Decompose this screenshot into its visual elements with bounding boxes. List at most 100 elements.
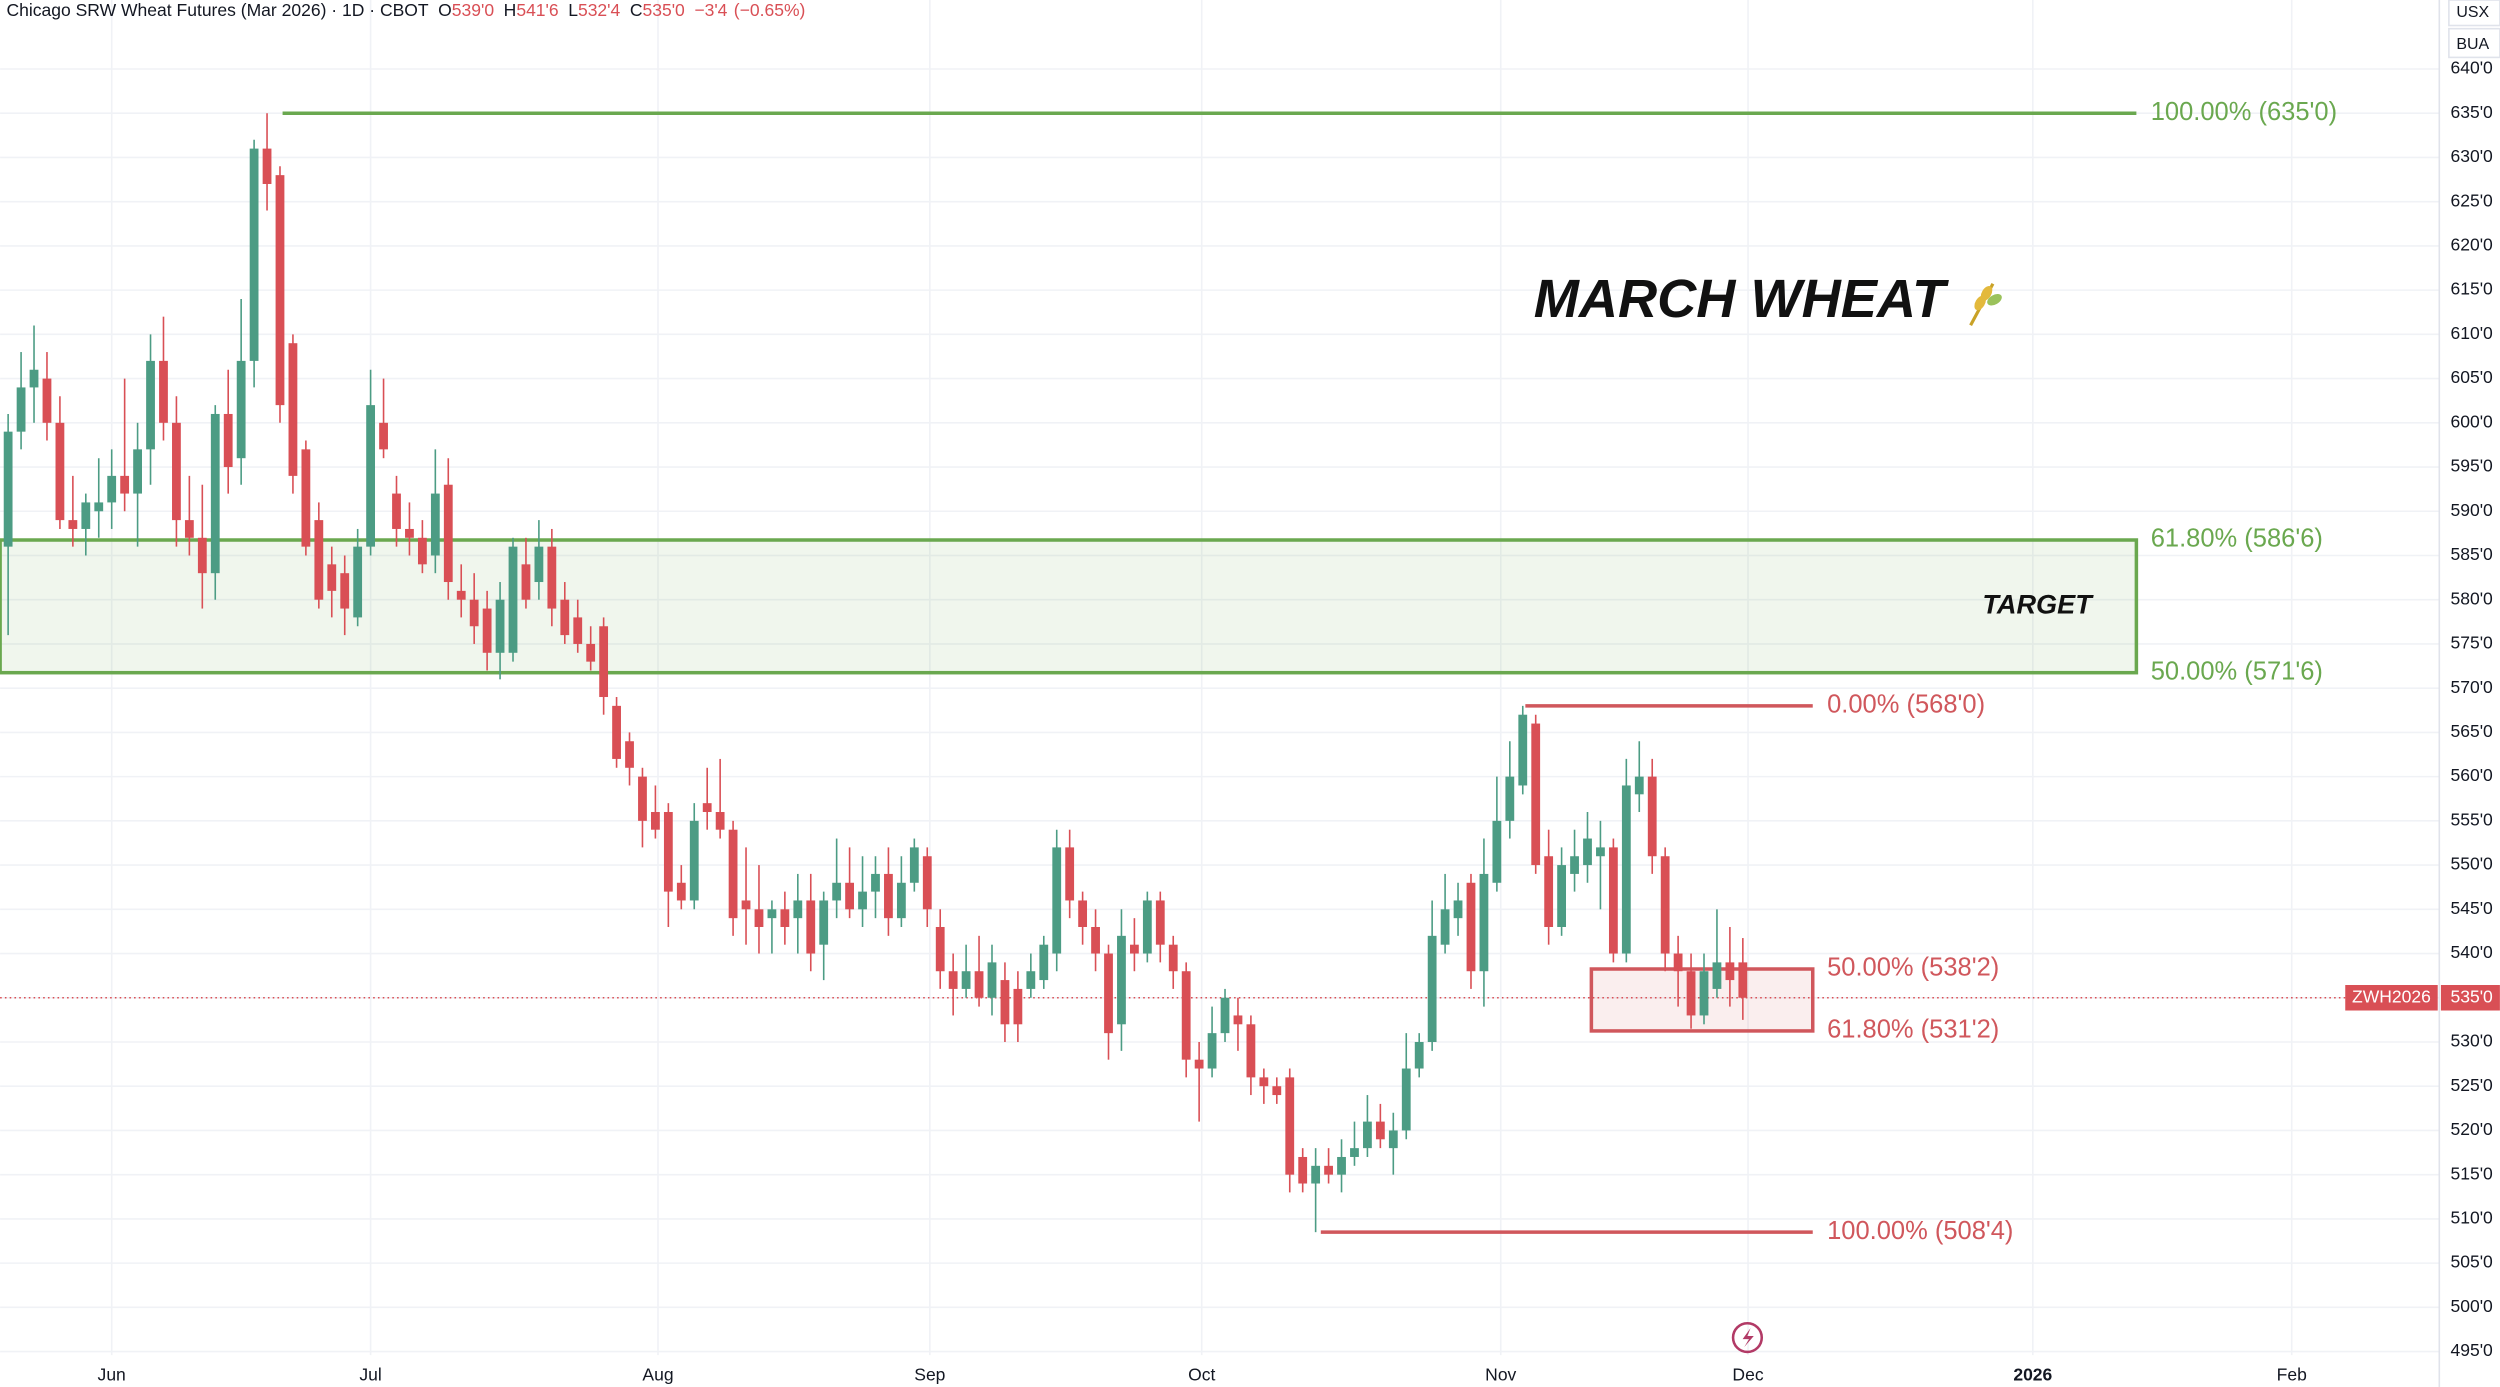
y-tick-label: 590'0 (2450, 500, 2493, 520)
candle-body (16, 387, 26, 432)
candle-body (1337, 1156, 1346, 1175)
candle-body (301, 449, 311, 547)
legend-key: O (438, 0, 452, 20)
candle-body (663, 812, 673, 892)
candle-body (702, 803, 712, 813)
legend-value: 541'6 (516, 0, 558, 20)
fib-label: 100.00% (635'0) (2151, 98, 2337, 126)
candle-body (935, 926, 945, 972)
candle-body (210, 413, 220, 574)
candle-body (1000, 980, 1010, 1025)
y-tick-label: 545'0 (2450, 898, 2493, 918)
candle-body (780, 909, 790, 927)
candle-body (1725, 962, 1735, 981)
candle-body (715, 812, 725, 830)
candle-body (819, 900, 829, 945)
candle-body (1207, 1033, 1217, 1069)
candle-body (1596, 847, 1605, 857)
candle-body (612, 705, 621, 759)
x-tick-label: Sep (914, 1364, 945, 1384)
candle-body (845, 882, 854, 910)
y-tick-label: 495'0 (2450, 1340, 2493, 1360)
x-tick-label: Oct (1188, 1364, 1215, 1384)
candle-body (1311, 1165, 1321, 1184)
candle-body (42, 378, 52, 423)
candle-body (1039, 944, 1049, 981)
candle-body (107, 475, 117, 503)
price-axis: 495'0 500'0 505'0 510'0 515'0 520'0 525'0 530'0… (2450, 58, 2493, 1361)
candle-body (1117, 935, 1126, 1025)
candle-body (1350, 1148, 1359, 1157)
candle-body (599, 626, 609, 698)
candle-body (1479, 873, 1489, 972)
candle-body (961, 971, 971, 989)
legend-key: L (568, 0, 578, 20)
candle-body (1634, 776, 1644, 795)
candle-body (1129, 944, 1139, 954)
candle-body (909, 847, 919, 883)
y-tick-label: 615'0 (2450, 279, 2493, 299)
candle-body (1220, 997, 1230, 1034)
candle-body (482, 608, 492, 653)
candle-body (495, 599, 505, 653)
candle-body (327, 564, 337, 591)
y-tick-label: 550'0 (2450, 854, 2493, 874)
zone-bottom-label: 61.80% (531'2) (1827, 1016, 1999, 1044)
fib-label: 0.00% (568'0) (1827, 691, 1985, 719)
candle-body (146, 360, 155, 450)
y-tick-label: 595'0 (2450, 456, 2493, 476)
candle-body (1272, 1086, 1282, 1096)
candle-body (922, 856, 932, 910)
candle-body (1544, 856, 1554, 927)
candle-body (1492, 820, 1502, 883)
candle-body (236, 360, 246, 459)
y-tick-label: 520'0 (2450, 1119, 2493, 1139)
candle-body (728, 829, 738, 919)
candle-body (754, 909, 764, 927)
candle-body (1660, 856, 1670, 954)
y-tick-label: 570'0 (2450, 677, 2493, 697)
candle-body (1570, 856, 1579, 874)
x-tick-label: 2026 (2013, 1364, 2052, 1384)
x-tick-label: Feb (2277, 1364, 2307, 1384)
candle-body (1621, 785, 1631, 954)
y-tick-label: 630'0 (2450, 146, 2493, 166)
candle-body (1285, 1077, 1295, 1175)
y-tick-label: 575'0 (2450, 633, 2493, 653)
grid (0, 0, 2440, 1356)
candle-body (1026, 971, 1036, 989)
y-tick-label: 525'0 (2450, 1075, 2493, 1095)
candle-body (120, 475, 130, 494)
candle-body (858, 891, 867, 910)
candle-body (832, 882, 842, 901)
candle-body (884, 873, 893, 919)
candle-body (392, 493, 401, 529)
candle-body (1104, 953, 1113, 1034)
wheat-icon (1969, 283, 2002, 326)
y-tick-label: 515'0 (2450, 1163, 2493, 1183)
candle-body (534, 546, 544, 583)
candle-body (638, 776, 647, 821)
candle-body (133, 449, 142, 494)
legend-value: 539'0 (452, 0, 495, 20)
header: Chicago SRW Wheat Futures (Mar 2026) · 1… (6, 0, 805, 20)
candle-body (275, 175, 285, 406)
candle-body (1453, 900, 1463, 919)
last-price-tag (2440, 985, 2500, 1011)
candle-body (625, 741, 634, 768)
last-symbol-tag (2345, 985, 2438, 1011)
candle-body (1518, 714, 1528, 786)
candle-body (741, 900, 751, 910)
candle-body (896, 882, 906, 919)
candle-body (29, 369, 39, 388)
change-pct: (−0.65%) (734, 0, 806, 20)
zone-top-label: 61.80% (586'6) (2151, 525, 2323, 553)
candle-body (521, 564, 531, 600)
candle-body (1246, 1024, 1256, 1078)
candle-body (469, 599, 479, 627)
y-tick-label: 605'0 (2450, 367, 2493, 387)
legend-key: C (630, 0, 643, 20)
annotation: MARCH WHEAT (1534, 269, 1949, 329)
y-tick-label: 640'0 (2450, 58, 2493, 78)
